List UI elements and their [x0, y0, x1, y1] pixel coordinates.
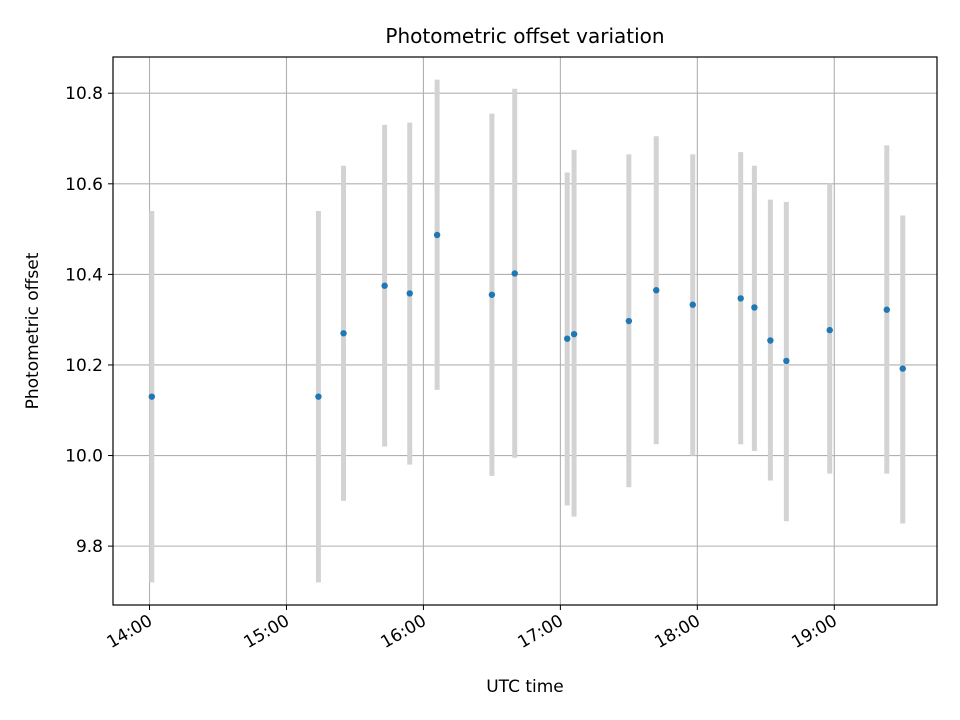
y-tick-label: 10.6 [65, 175, 103, 195]
data-point [899, 365, 906, 372]
data-point [689, 301, 696, 308]
data-point [148, 393, 156, 400]
y-tick-label: 10.8 [65, 84, 103, 104]
data-point [340, 330, 347, 337]
data-point [826, 326, 833, 334]
data-point [433, 231, 441, 239]
chart-title: Photometric offset variation [385, 24, 664, 48]
data-point [406, 290, 413, 297]
data-point [564, 335, 571, 342]
data-point [511, 270, 518, 277]
data-point [767, 337, 774, 344]
y-tick-label: 10.2 [65, 356, 103, 376]
data-point [488, 291, 496, 298]
y-tick-label: 10.0 [65, 447, 103, 467]
data-point [751, 304, 758, 311]
plot-frame [112, 56, 938, 606]
grid [113, 57, 937, 605]
data-point [883, 306, 890, 313]
data-point [653, 287, 660, 294]
data-points [148, 231, 906, 400]
data-point [381, 282, 388, 289]
y-axis-label: Photometric offset [23, 252, 43, 409]
data-point [315, 393, 322, 400]
x-axis-label: UTC time [486, 677, 564, 697]
y-tick-label: 10.4 [65, 265, 103, 285]
data-point [625, 317, 633, 325]
data-point [783, 357, 790, 365]
data-point [570, 330, 578, 338]
y-tick-label: 9.8 [76, 537, 103, 557]
y-axis: 9.8 10.0 10.2 10.4 10.6 10.8 [65, 84, 113, 557]
data-point [737, 295, 744, 302]
